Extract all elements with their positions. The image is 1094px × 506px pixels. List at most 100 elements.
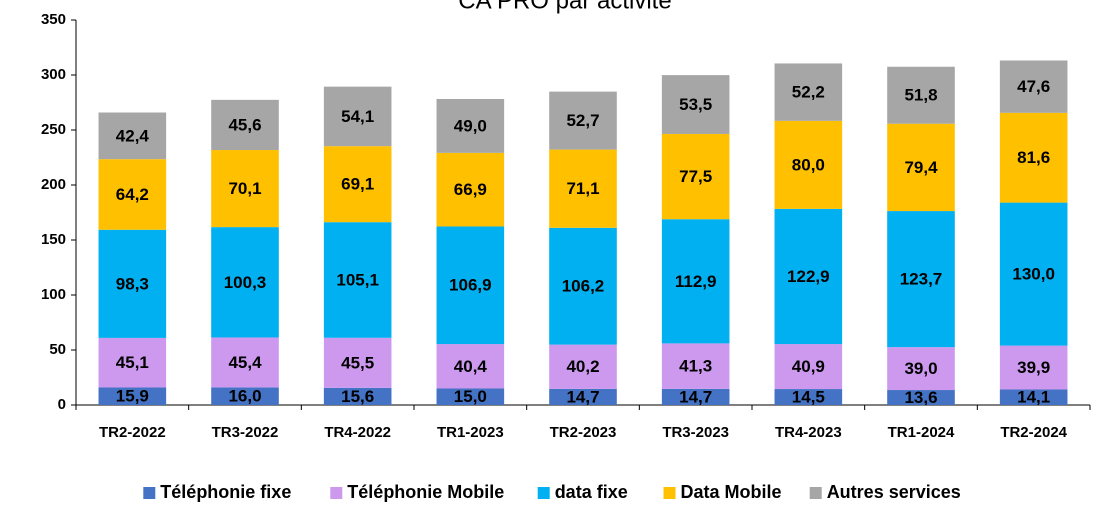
bar-segment [98,337,167,388]
chart-title: CA PRO par activité [458,0,671,14]
bar-segment [661,343,730,389]
bar-segment [887,123,955,212]
bar-segment [549,388,617,405]
data-label: 52,7 [566,111,599,130]
bar-segment [211,387,279,405]
bar-segment [436,344,505,389]
bar-segment [323,222,392,338]
bar-segment [211,99,279,151]
bar-segment [661,219,730,344]
x-tick-label: TR1-2023 [437,424,504,441]
bar-segment [999,60,1068,113]
bar-segment [98,229,167,338]
data-label: 13,6 [904,388,937,407]
bar-segment [661,133,730,220]
bar-segment [887,390,955,405]
bar-segment [887,347,955,391]
data-label: 14,7 [679,387,712,406]
data-label: 106,9 [449,276,492,295]
y-tick-label: 200 [41,176,66,193]
bar-segment [774,389,843,405]
bar-segment [549,227,617,345]
data-label: 45,1 [116,353,149,372]
x-tick-label: TR2-2023 [550,424,617,441]
y-tick-label: 0 [58,396,66,413]
x-tick-label: TR4-2023 [775,424,842,441]
data-label: 14,1 [1017,388,1050,407]
bar-segment [774,208,843,345]
y-tick-label: 100 [41,286,66,303]
data-label: 47,6 [1017,77,1050,96]
bar-segment [211,227,279,338]
bar-segment [323,387,392,405]
bar-segment [98,159,167,230]
data-label: 80,0 [792,155,825,174]
bar-segment [999,202,1068,346]
data-label: 52,2 [792,83,825,102]
data-label: 40,4 [454,357,488,376]
data-label: 40,2 [566,357,599,376]
bar-segment [436,98,505,153]
legend-swatch [143,487,156,499]
bar-segment [774,63,843,121]
bar-segment [774,120,843,209]
bar-segment [661,75,730,134]
data-label: 122,9 [787,267,830,286]
bar-segment [211,337,279,388]
bar-segment [549,149,617,228]
bar-segment [887,66,955,124]
legend-label: Téléphonie Mobile [347,482,504,502]
y-tick-label: 350 [41,11,66,28]
data-label: 77,5 [679,167,712,186]
bar-segment [436,226,505,345]
data-label: 66,9 [454,180,487,199]
legend-label: Téléphonie fixe [160,482,291,502]
bar-segment [999,389,1068,405]
legend-label: Autres services [827,482,961,502]
data-label: 69,1 [341,175,374,194]
legend-swatch [809,487,822,499]
data-label: 112,9 [675,272,717,291]
data-label: 71,1 [566,179,599,198]
data-label: 15,9 [116,387,149,406]
bar-segment [549,344,617,389]
x-tick-label: TR3-2022 [212,424,279,441]
data-label: 64,2 [116,185,149,204]
bar-segment [549,91,617,150]
bar-segment [323,337,392,388]
y-tick-label: 150 [41,231,66,248]
bar-segment [774,344,843,390]
x-tick-label: TR2-2024 [1000,424,1067,441]
data-label: 70,1 [228,179,261,198]
data-label: 45,4 [228,353,262,372]
data-label: 42,4 [116,126,150,145]
legend-swatch [663,487,676,499]
bar-segment [98,112,167,160]
legend-swatch [537,487,550,499]
data-label: 15,0 [454,387,487,406]
legend-swatch [330,487,343,499]
y-tick-label: 250 [41,121,66,138]
y-tick-label: 50 [49,341,66,358]
data-label: 54,1 [341,107,374,126]
data-label: 81,6 [1017,148,1050,167]
bar-segment [323,146,392,223]
x-tick-label: TR3-2023 [662,424,729,441]
data-label: 130,0 [1012,265,1055,284]
bar-segment [211,150,279,228]
bar-segment [999,112,1068,203]
bar-segment [999,345,1068,390]
bar-segment [323,86,392,147]
data-label: 14,5 [792,388,825,407]
data-label: 98,3 [116,274,149,293]
data-label: 49,0 [454,116,487,135]
data-label: 79,4 [904,158,938,177]
data-label: 123,7 [900,270,943,289]
data-label: 39,0 [904,359,937,378]
bar-segment [661,388,730,405]
bar-segment [887,211,955,348]
bar-segment [436,388,505,405]
data-label: 53,5 [679,95,712,114]
legend-label: data fixe [555,482,628,502]
